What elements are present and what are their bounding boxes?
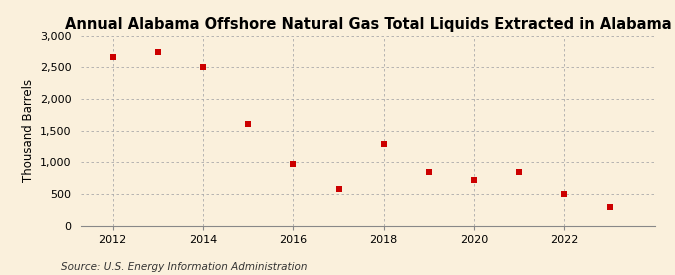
Point — [468, 178, 479, 182]
Point — [243, 122, 254, 127]
Point — [559, 192, 570, 196]
Point — [514, 169, 524, 174]
Point — [153, 50, 163, 54]
Point — [107, 54, 118, 59]
Title: Annual Alabama Offshore Natural Gas Total Liquids Extracted in Alabama: Annual Alabama Offshore Natural Gas Tota… — [65, 17, 671, 32]
Point — [604, 204, 615, 209]
Point — [423, 170, 434, 175]
Point — [288, 162, 299, 166]
Y-axis label: Thousand Barrels: Thousand Barrels — [22, 79, 36, 182]
Point — [198, 65, 209, 70]
Point — [333, 187, 344, 192]
Text: Source: U.S. Energy Information Administration: Source: U.S. Energy Information Administ… — [61, 262, 307, 272]
Point — [378, 142, 389, 146]
